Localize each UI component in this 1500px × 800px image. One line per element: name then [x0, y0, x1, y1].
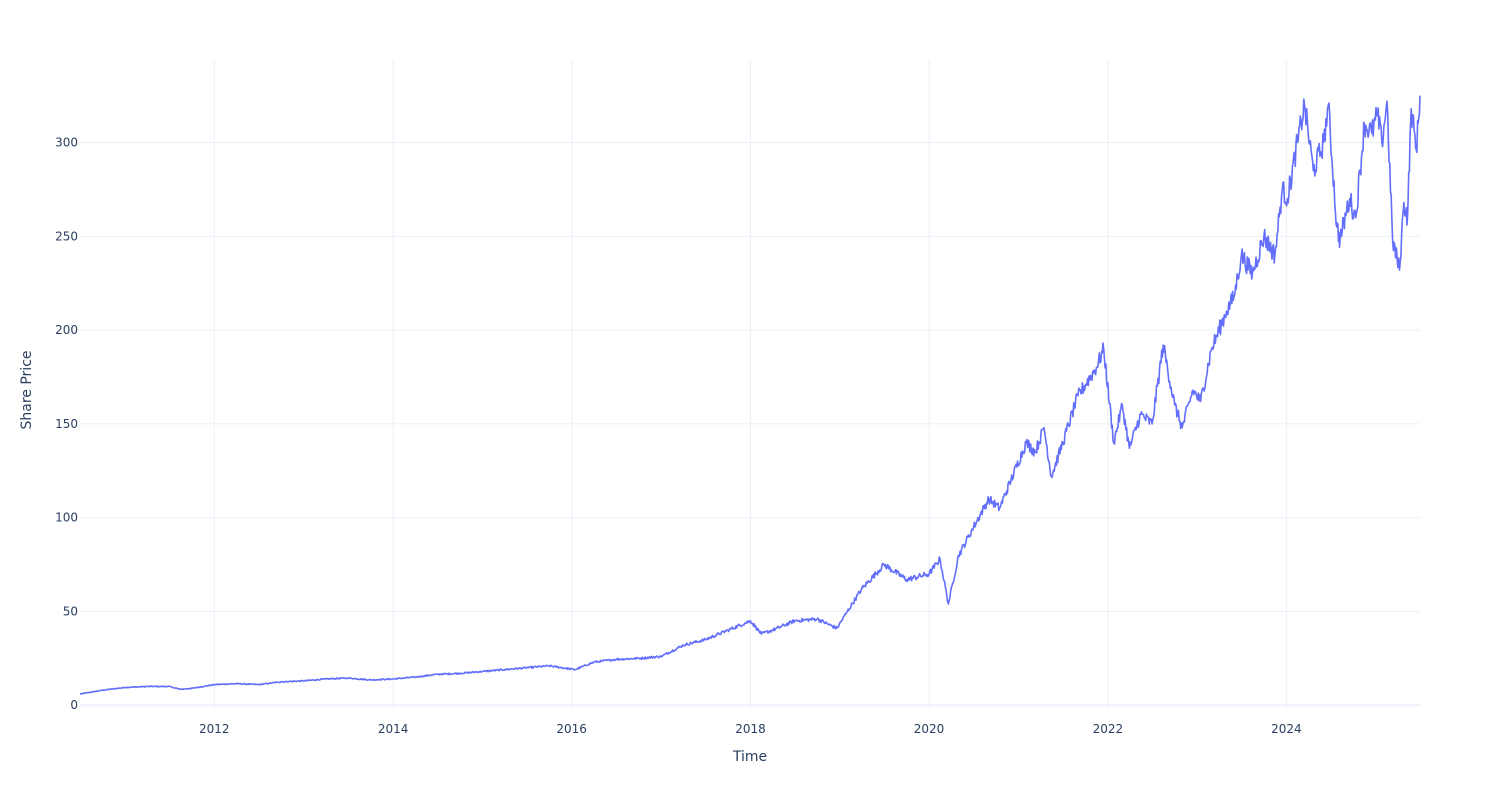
- x-tick-label: 2020: [914, 722, 945, 736]
- y-axis-title: Share Price: [19, 350, 35, 429]
- y-tick-label: 100: [55, 511, 78, 525]
- axes: 2012 2014 2016 2018 2020 2022 2024 0 50 100 150 200…: [55, 136, 1302, 736]
- x-tick-label: 2012: [199, 722, 230, 736]
- y-tick-label: 250: [55, 229, 78, 243]
- y-tick-label: 200: [55, 323, 78, 337]
- y-tick-label: 150: [55, 417, 78, 431]
- y-tick-label: 50: [63, 604, 78, 618]
- y-tick-label: 0: [70, 698, 78, 712]
- x-tick-label: 2016: [556, 722, 587, 736]
- x-tick-label: 2014: [378, 722, 409, 736]
- share-price-line: [79, 95, 1421, 695]
- series-layer: [79, 95, 1421, 695]
- gridlines: [80, 60, 1420, 709]
- x-tick-label: 2024: [1271, 722, 1302, 736]
- y-tick-label: 300: [55, 136, 78, 150]
- x-tick-label: 2018: [735, 722, 766, 736]
- x-tick-label: 2022: [1093, 722, 1124, 736]
- x-axis-title: Time: [732, 749, 767, 765]
